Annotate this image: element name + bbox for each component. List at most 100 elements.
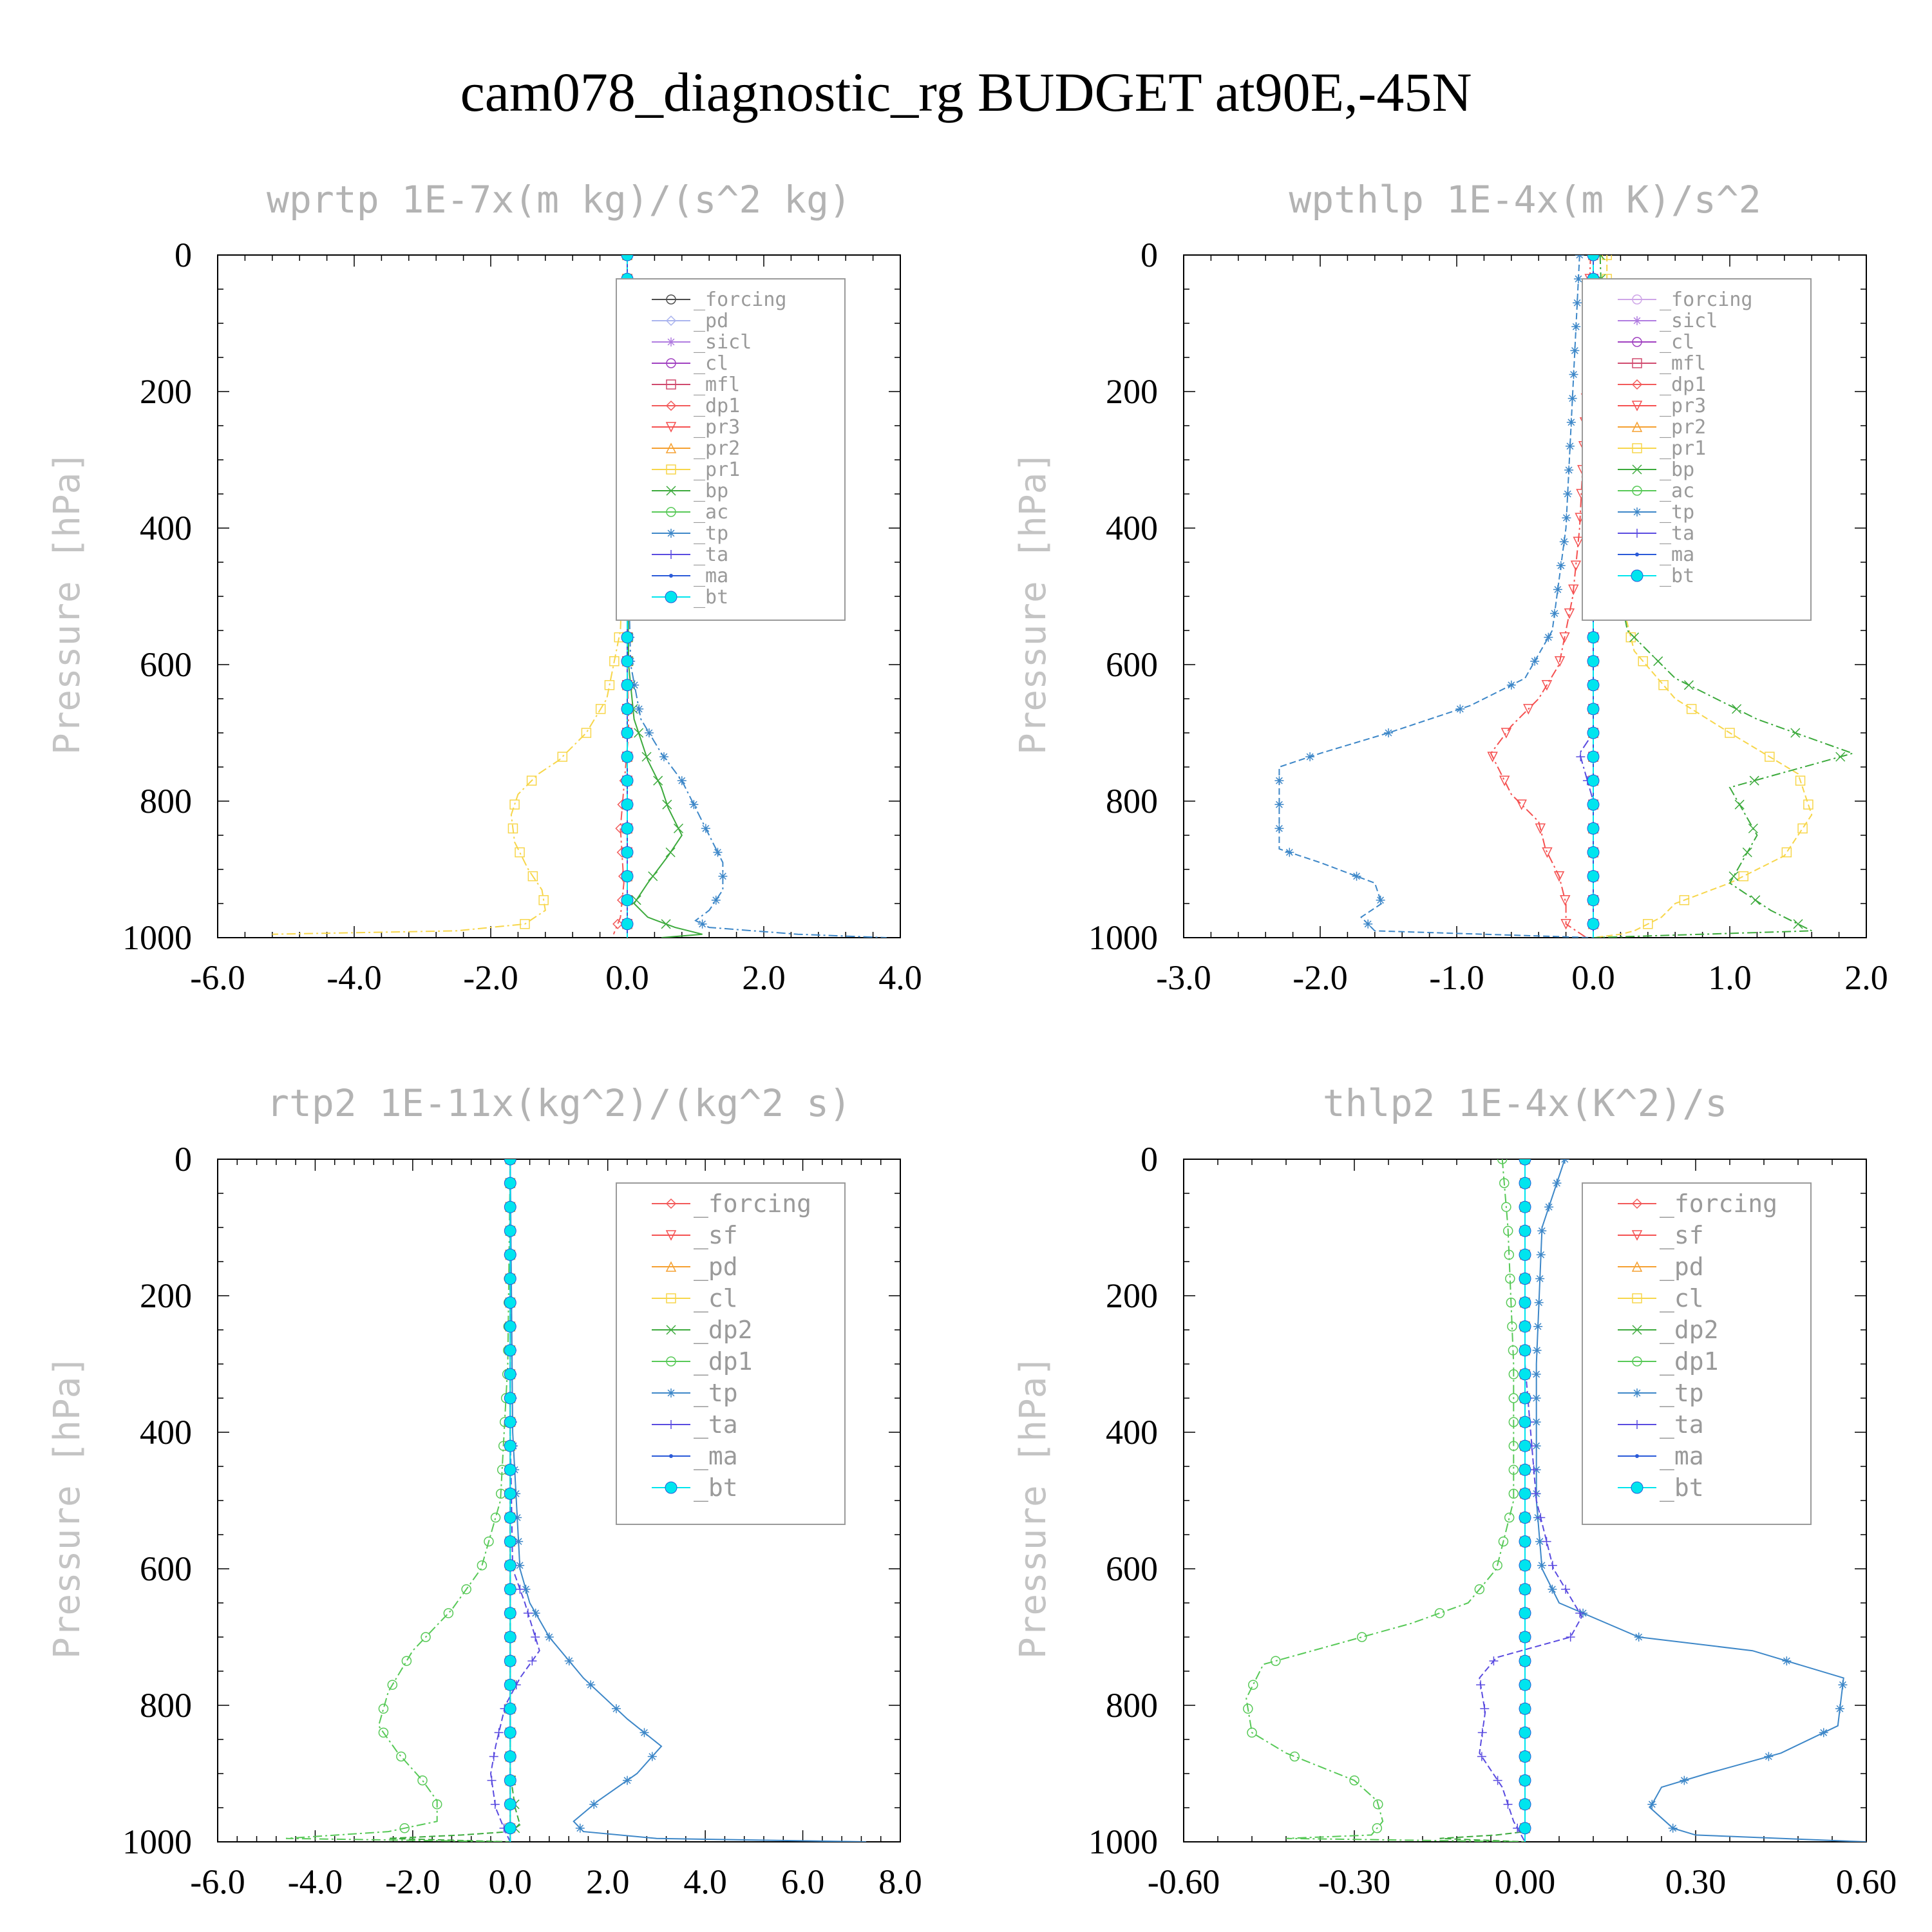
data-point-marker xyxy=(504,1822,516,1835)
data-point-marker xyxy=(1501,1202,1511,1212)
data-point-marker xyxy=(1679,895,1690,905)
data-point-marker xyxy=(1553,585,1562,594)
y-axis-label: Pressure [hPa] xyxy=(46,1355,88,1659)
data-point-marker xyxy=(1534,1298,1544,1307)
x-tick-label: 4.0 xyxy=(878,958,922,997)
data-point-marker xyxy=(1566,1633,1575,1642)
legend-swatch-marker xyxy=(1632,358,1642,368)
series-line xyxy=(489,1159,540,1842)
data-point-marker xyxy=(697,919,707,929)
data-point-marker xyxy=(504,1273,516,1285)
data-point-marker xyxy=(514,1537,524,1546)
data-point-marker xyxy=(544,1633,554,1642)
data-point-marker xyxy=(1732,704,1742,714)
legend-swatch-marker xyxy=(667,529,676,538)
data-point-marker xyxy=(621,798,634,811)
legend-swatch-marker xyxy=(667,337,676,346)
data-point-marker xyxy=(1493,1776,1502,1785)
legend-label: _tp xyxy=(694,1379,738,1408)
legend-label: _bt xyxy=(1660,1473,1704,1502)
data-point-marker xyxy=(1542,847,1553,858)
data-point-marker xyxy=(1376,895,1385,905)
data-point-marker xyxy=(1748,823,1758,833)
chart-panel: wpthlp 1E-4x(m K)/s^2 Pressure [hPa] -3.0 -… xyxy=(1012,178,1888,997)
data-point-marker xyxy=(1535,1274,1545,1283)
data-point-marker xyxy=(504,1224,516,1237)
data-point-marker xyxy=(396,1751,406,1762)
legend-swatch-marker xyxy=(1632,443,1642,453)
data-point-marker xyxy=(401,1656,412,1666)
series-line xyxy=(1479,1159,1583,1842)
data-point-marker xyxy=(378,1727,389,1738)
legend xyxy=(616,1182,846,1525)
data-point-marker xyxy=(1519,1774,1531,1787)
data-point-marker xyxy=(1570,560,1582,571)
data-point-marker xyxy=(378,1703,389,1714)
y-tick-label: 800 xyxy=(1106,782,1158,820)
chart-panel: wprtp 1E-7x(m kg)/(s^2 kg) Pressure [hPa]… xyxy=(46,178,922,997)
data-point-marker xyxy=(1305,752,1315,762)
x-tick-label: 6.0 xyxy=(781,1862,825,1901)
data-point-marker xyxy=(1554,656,1566,667)
data-point-marker xyxy=(1508,1369,1519,1379)
legend-swatch-marker xyxy=(1631,1261,1643,1272)
data-point-marker xyxy=(639,1728,649,1738)
data-point-marker xyxy=(1683,680,1694,690)
data-point-marker xyxy=(504,1463,516,1476)
data-point-marker xyxy=(1247,1727,1257,1738)
data-point-marker xyxy=(621,894,634,907)
data-point-marker xyxy=(1728,871,1739,882)
x-tick-label: -0.30 xyxy=(1318,1862,1390,1901)
data-point-marker xyxy=(1492,1560,1502,1571)
data-point-marker xyxy=(1519,1511,1531,1524)
series-line xyxy=(1245,1159,1526,1842)
data-point-marker xyxy=(1508,1345,1519,1356)
legend-swatch-marker xyxy=(667,1420,676,1429)
data-point-marker xyxy=(1474,1584,1485,1595)
legend-label: _ma xyxy=(1660,1442,1704,1471)
data-point-marker xyxy=(490,1799,500,1809)
legend-label: _cl xyxy=(694,1284,738,1313)
data-point-marker xyxy=(1797,823,1808,834)
data-point-marker xyxy=(1742,847,1752,858)
data-point-marker xyxy=(520,919,530,929)
y-tick-label: 0 xyxy=(1141,236,1158,274)
data-point-marker xyxy=(1569,370,1578,379)
data-point-marker xyxy=(1835,752,1846,762)
data-point-marker xyxy=(1819,1728,1828,1738)
data-point-marker xyxy=(609,656,620,667)
legend-swatch-marker xyxy=(666,507,676,517)
y-tick-label: 800 xyxy=(140,782,192,820)
legend-label: _forcing xyxy=(1660,289,1753,311)
data-point-marker xyxy=(538,895,549,905)
legend-swatch-marker xyxy=(1631,379,1643,390)
data-point-marker xyxy=(507,823,518,834)
data-point-marker xyxy=(673,823,684,833)
data-point-marker xyxy=(1533,1321,1543,1331)
legend-swatch-marker xyxy=(666,486,676,496)
x-tick-label: 2.0 xyxy=(1844,958,1888,997)
data-point-marker xyxy=(1553,871,1565,882)
data-point-marker xyxy=(1508,1417,1519,1427)
data-point-marker xyxy=(621,822,634,835)
legend-label: _cl xyxy=(1660,1284,1704,1313)
data-point-marker xyxy=(644,728,654,737)
legend-label: _sf xyxy=(1660,1221,1704,1250)
data-point-marker xyxy=(504,1320,516,1333)
data-point-marker xyxy=(653,775,663,786)
legend-swatch-marker xyxy=(1635,1454,1639,1458)
legend-label: _ac xyxy=(1660,480,1694,502)
legend xyxy=(1582,278,1812,621)
data-point-marker xyxy=(1643,919,1653,929)
data-point-marker xyxy=(1573,536,1584,547)
data-point-marker xyxy=(718,871,728,881)
x-tick-label: 4.0 xyxy=(683,1862,727,1901)
data-point-marker xyxy=(1658,680,1669,690)
legend-label: _sicl xyxy=(694,331,752,354)
legend-label: _pr1 xyxy=(1660,437,1706,460)
data-point-marker xyxy=(1559,537,1569,547)
data-point-marker xyxy=(443,1608,454,1618)
data-point-marker xyxy=(1477,1728,1487,1738)
legend-swatch-marker xyxy=(665,400,677,412)
data-point-marker xyxy=(631,895,641,905)
